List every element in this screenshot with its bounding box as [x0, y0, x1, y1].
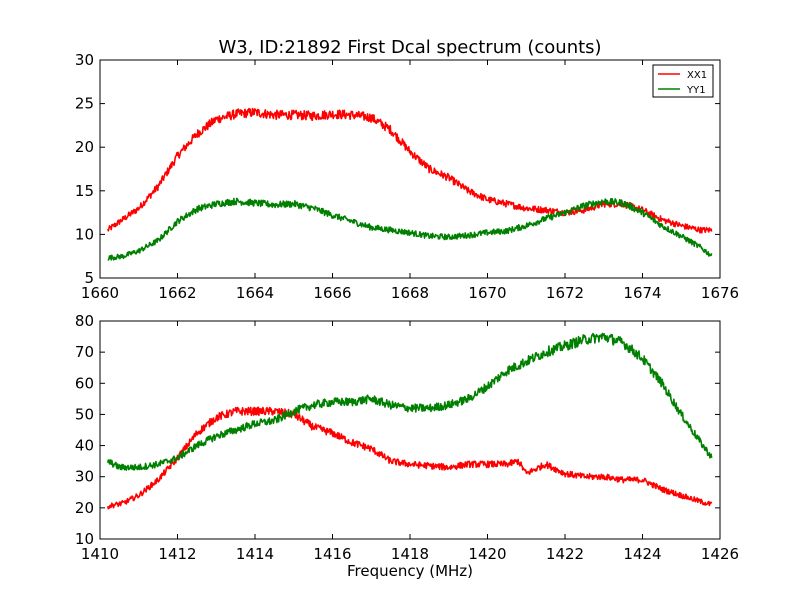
x-tick-label: 1412 [158, 545, 196, 563]
series-line-xx1 [106, 107, 713, 234]
y-tick-label: 30 [75, 51, 94, 69]
x-tick-label: 1426 [701, 545, 739, 563]
top-panel: 1660 1662 1664 1666 1668 1670 1672 1674 1676 5 10 1… [75, 51, 739, 302]
chart-title: W3, ID:21892 First Dcal spectrum (counts… [218, 37, 601, 58]
y-tick-label: 15 [75, 182, 94, 200]
y-tick-label: 20 [75, 138, 94, 156]
series-line-yy1 [106, 332, 713, 471]
y-tick-label: 10 [75, 225, 94, 243]
x-tick-label: 1672 [546, 284, 584, 302]
y-tick-label: 40 [75, 437, 94, 455]
x-tick-label: 1416 [313, 545, 351, 563]
x-tick-label: 1660 [81, 284, 119, 302]
x-tick-label: 1664 [236, 284, 274, 302]
x-tick-label: 1666 [313, 284, 351, 302]
legend-box [652, 64, 714, 98]
x-tick-label: 1410 [81, 545, 119, 563]
legend-label-xx1: XX1 [687, 70, 707, 81]
x-tick-label: 1674 [623, 284, 661, 302]
x-tick-label: 1422 [546, 545, 584, 563]
series-line-xx1 [106, 406, 713, 510]
y-tick-label: 50 [75, 405, 94, 423]
y-tick-label: 20 [75, 499, 94, 517]
x-tick-label: 1670 [468, 284, 506, 302]
x-tick-label: 1424 [623, 545, 661, 563]
x-tick-label: 1676 [701, 284, 739, 302]
y-tick-label: 10 [75, 530, 94, 548]
y-tick-label: 80 [75, 312, 94, 330]
x-tick-label: 1414 [236, 545, 274, 563]
y-tick-label: 30 [75, 468, 94, 486]
y-tick-label: 70 [75, 343, 94, 361]
x-tick-label: 1662 [158, 284, 196, 302]
legend-label-yy1: YY1 [686, 85, 706, 96]
series-line-yy1 [107, 197, 713, 261]
x-tick-label: 1420 [468, 545, 506, 563]
y-tick-label: 60 [75, 374, 94, 392]
y-tick-label: 25 [75, 95, 94, 113]
x-axis-label: Frequency (MHz) [347, 562, 473, 580]
bottom-panel: 1410 1412 1414 1416 1418 1420 1422 1424 1426 10 20… [75, 312, 739, 563]
x-tick-label: 1668 [391, 284, 429, 302]
x-tick-label: 1418 [391, 545, 429, 563]
plot-frame [99, 59, 721, 279]
plot-frame [99, 320, 721, 540]
y-tick-label: 5 [84, 269, 94, 287]
